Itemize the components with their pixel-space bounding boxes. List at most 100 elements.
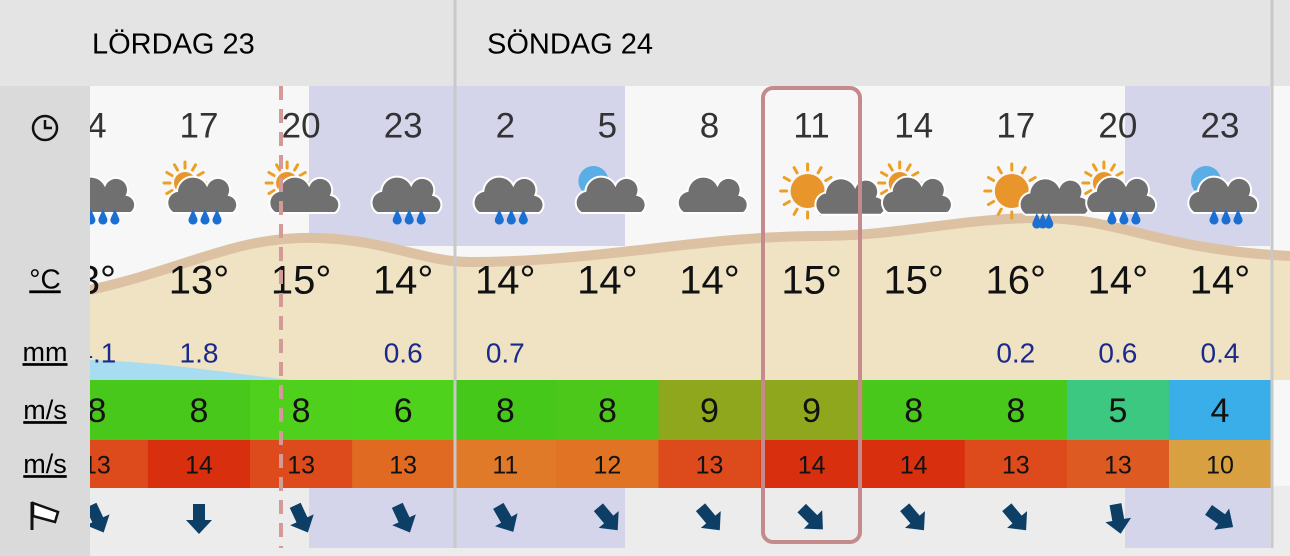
gust-speed: 14 (185, 452, 213, 480)
wind-speed: 8 (292, 392, 311, 430)
wind-cell (147, 380, 252, 440)
wind-arrow (900, 503, 925, 531)
rain-drop (1233, 209, 1243, 225)
wind-arrow (289, 502, 314, 533)
precipitation: 0.6 (384, 337, 423, 368)
gust-cell (760, 440, 864, 488)
gust-cell (147, 440, 252, 488)
wind-arrow (797, 503, 823, 530)
weather-icon (676, 175, 749, 214)
rain-drop (188, 209, 198, 225)
night-shade (1125, 86, 1270, 246)
temperature: 14° (679, 259, 740, 303)
rain-drop (392, 209, 402, 225)
hour: 14 (894, 106, 933, 145)
sun-ray (293, 163, 300, 172)
night-shade (455, 86, 625, 246)
rain-drop (494, 209, 504, 225)
rain-drop (1119, 209, 1129, 225)
sun-ray (792, 207, 799, 216)
wind-speed: 9 (700, 392, 719, 430)
cloud (472, 175, 545, 214)
weather-icon (370, 175, 443, 225)
sun-ray (196, 171, 205, 177)
sun-ray (782, 176, 791, 182)
wind-cell (862, 380, 966, 440)
rain-drop (200, 209, 210, 225)
sun-ray (1020, 166, 1027, 175)
rain-drop (416, 209, 426, 225)
cloud (370, 175, 443, 214)
gust-cell (1066, 440, 1170, 488)
hour: 2 (496, 106, 515, 145)
cloud (814, 177, 887, 216)
wind-cell (250, 380, 354, 440)
night-shade (455, 488, 625, 548)
gust-cell (352, 440, 456, 488)
night-shade (309, 86, 455, 246)
wind-speed: 9 (802, 392, 821, 430)
sun-ray (880, 189, 889, 195)
wind-speed: 5 (1108, 392, 1127, 430)
wind-arrow (85, 502, 110, 533)
cloud (1085, 175, 1158, 214)
temperature: 16° (986, 259, 1047, 303)
rain-label: mm (23, 337, 68, 367)
weather-icon (779, 162, 887, 220)
rain-drop (1107, 209, 1117, 225)
gust-label: m/s (23, 449, 67, 479)
rain-drop (1131, 209, 1141, 225)
weather-icon (574, 166, 647, 214)
precipitation: 0.2 (996, 337, 1035, 368)
wind-dir-icon (30, 501, 60, 530)
sun-ray (986, 200, 996, 206)
wind-speed: 6 (394, 392, 413, 430)
cells: 43°4.18131713°1.88142015°8132314°0.66132… (64, 106, 1260, 534)
night-shade (309, 488, 455, 548)
sun-ray (275, 163, 282, 172)
sun-ray (165, 189, 174, 195)
wind-cell (658, 380, 762, 440)
day-label: SÖNDAG 24 (487, 29, 653, 61)
sun-ray (1084, 189, 1093, 195)
precipitation: 0.7 (486, 337, 525, 368)
label-panel (0, 86, 90, 556)
cloud (676, 175, 749, 214)
hour: 5 (598, 106, 617, 145)
wind-cell (352, 380, 456, 440)
wind-speed: 8 (904, 392, 923, 430)
wind-label: m/s (23, 395, 67, 425)
sun-ray (792, 166, 799, 175)
rain-drop (518, 209, 528, 225)
cloud (574, 175, 647, 214)
weather-icon (877, 160, 953, 214)
hour: 17 (996, 106, 1035, 145)
wind-arrow (695, 503, 721, 531)
weather-icon (162, 160, 239, 225)
sun-ray (267, 171, 276, 177)
weather-icon (1187, 166, 1260, 225)
sun-ray (782, 200, 791, 206)
gust-cell (964, 440, 1068, 488)
sun-ray (986, 176, 996, 182)
temp-label: °C (29, 263, 60, 294)
temperature-curve (88, 212, 1290, 295)
rain-area (90, 360, 290, 380)
sun-ray (191, 163, 197, 172)
rain-drop (1209, 209, 1219, 225)
night-shade (1125, 488, 1270, 548)
selected-column[interactable] (761, 86, 862, 544)
cloud (1187, 175, 1260, 214)
hour: 20 (1098, 106, 1137, 145)
wind-cell (556, 380, 660, 440)
cloud (881, 175, 953, 214)
weather-icon (1081, 160, 1158, 225)
gust-cell (862, 440, 966, 488)
precipitation: 1.8 (180, 337, 219, 368)
precipitation: 0.4 (1201, 337, 1240, 368)
wind-arrow (1205, 505, 1234, 530)
wind-speed: 8 (1006, 392, 1025, 430)
hour: 4 (87, 106, 106, 145)
temperature: 13° (169, 259, 230, 303)
